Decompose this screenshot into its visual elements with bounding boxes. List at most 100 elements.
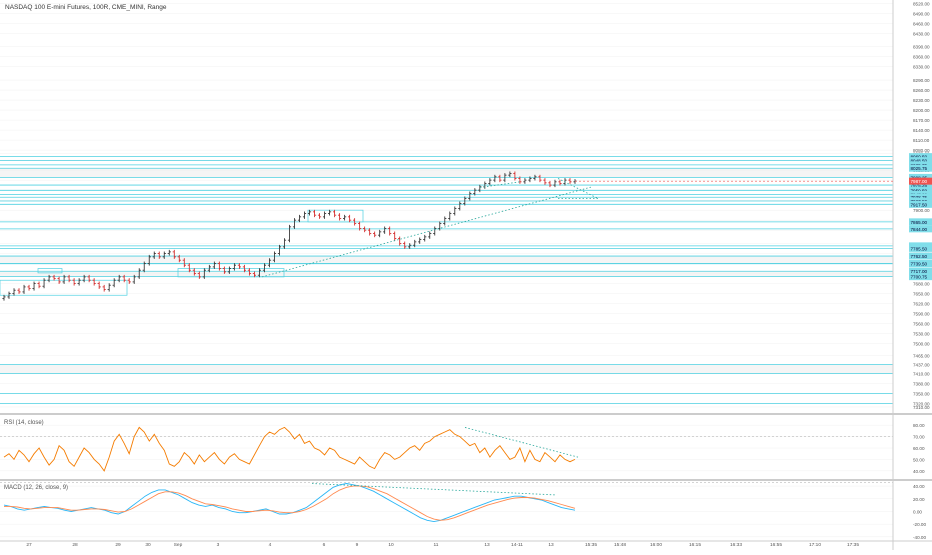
level-label: 7865.00 (911, 220, 928, 225)
x-tick-label: 17:35 (847, 542, 859, 548)
macd-line (3, 483, 576, 523)
x-tick-label: 16:00 (650, 542, 662, 548)
level-label: 7844.00 (911, 227, 928, 232)
price-y-tick-label: 8140.00 (913, 128, 930, 133)
x-tick-label: 17:10 (809, 542, 821, 548)
uptrend-line (261, 186, 593, 278)
x-tick-label: 27 (26, 542, 32, 548)
trendlines-layer (261, 178, 599, 278)
price-y-tick-label: 7530.00 (913, 332, 930, 337)
x-tick-label: 29 (115, 542, 121, 548)
level-label-bg (909, 244, 932, 252)
x-tick-label: 15:48 (614, 542, 626, 548)
price-y-tick-label: 7590.00 (913, 312, 930, 317)
level-label-bg (909, 200, 932, 208)
price-y-tick-label: 8460.00 (913, 21, 930, 26)
x-tick-label: 14-11 (511, 542, 523, 548)
level-label: 8060.50 (911, 155, 928, 160)
price-zone (0, 364, 893, 374)
price-y-tick-label: 8290.00 (913, 78, 930, 83)
level-label: 8025.75 (911, 166, 928, 171)
level-label: 7717.00 (911, 269, 928, 274)
price-zone (0, 271, 893, 277)
price-bars-layer (2, 171, 577, 301)
x-tick-label: 3 (217, 542, 220, 548)
rsi-y-tick-label: 40.00 (913, 469, 925, 474)
price-y-tick-label: 7650.00 (913, 292, 930, 297)
level-label-bg (909, 273, 932, 281)
macd-y-tick-label: 0.00 (913, 509, 922, 514)
last-price-label-bg (909, 177, 932, 185)
level-label-bg (909, 186, 932, 194)
price-labels-layer: 8060.508048.508035.758025.757998.257975.… (575, 153, 932, 281)
x-tick-label: 13 (484, 542, 490, 548)
rsi-title: RSI (14, close) (4, 420, 44, 426)
price-y-tick-label: 7310.00 (913, 405, 930, 410)
level-label: 7975.25 (911, 183, 928, 188)
rsi-layer (3, 426, 579, 472)
price-y-tick-label: 7437.00 (913, 363, 930, 368)
level-label-bg (909, 225, 932, 233)
level-label-bg (909, 164, 932, 172)
level-label-bg (909, 157, 932, 165)
triangle-line (557, 178, 599, 199)
level-label: 7762.50 (911, 254, 928, 259)
rsi-y-tick-label: 80.00 (913, 423, 925, 428)
price-y-tick-label: 8430.00 (913, 31, 930, 36)
price-y-tick-label: 8260.00 (913, 88, 930, 93)
price-y-tick-label: 7350.00 (913, 392, 930, 397)
price-y-tick-label: 8490.00 (913, 11, 930, 16)
level-label: 7785.50 (911, 246, 928, 251)
level-label-bg (909, 181, 932, 189)
last-price-label: 7987.00 (911, 179, 928, 184)
rsi-y-tick-label: 60.00 (913, 446, 925, 451)
x-tick-label: 30 (145, 542, 151, 548)
price-y-tick-label: 8110.00 (913, 138, 930, 143)
x-tick-label: 16:15 (689, 542, 701, 548)
grid-layer (0, 3, 893, 538)
level-label: 7917.50 (911, 202, 928, 207)
rsi-y-tick-label: 50.00 (913, 457, 925, 462)
level-label-bg (909, 252, 932, 260)
macd-y-tick-label: 20.00 (913, 497, 925, 502)
level-label: 8048.50 (911, 159, 928, 164)
signal-line (4, 485, 576, 521)
x-tick-label: 15:35 (585, 542, 597, 548)
x-tick-label: 16:33 (730, 542, 742, 548)
macd-y-tick-label: -20.00 (913, 522, 926, 527)
macd-y-tick-label: 40.00 (913, 484, 925, 489)
price-y-tick-label: 8330.00 (913, 65, 930, 70)
level-label: 7959.50 (911, 188, 928, 193)
x-tick-label: 28 (72, 542, 78, 548)
chart-title: NASDAQ 100 E-mini Futures, 100R, CME_MIN… (5, 4, 167, 11)
x-tick-label: 13 (548, 542, 554, 548)
level-label-bg (909, 260, 932, 268)
macd-title: MACD (12, 26, close, 9) (4, 485, 68, 491)
macd-layer (3, 483, 576, 523)
price-y-tick-label: 8080.00 (913, 148, 930, 153)
price-y-tick-label: 7500.00 (913, 342, 930, 347)
resistance-trend-line (479, 181, 521, 188)
x-tick-label: 11 (434, 542, 439, 548)
level-label: 7739.50 (911, 262, 928, 267)
price-y-tick-label: 8360.00 (913, 55, 930, 60)
level-label: 7700.75 (911, 275, 928, 280)
price-y-tick-label: 8170.00 (913, 118, 930, 123)
consolidation-box (0, 279, 128, 296)
price-y-tick-label: 7465.00 (913, 353, 930, 358)
price-y-tick-label: 8390.00 (913, 45, 930, 50)
price-y-tick-label: 7320.00 (913, 402, 930, 407)
level-label-bg (909, 218, 932, 226)
x-tick-label: 9 (356, 542, 359, 548)
level-label-bg (909, 153, 932, 161)
x-tick-label: 10 (388, 542, 394, 548)
price-y-tick-label: 7410.00 (913, 372, 930, 377)
rsi-y-tick-label: 70.00 (913, 435, 925, 440)
price-y-tick-label: 8230.00 (913, 98, 930, 103)
price-y-tick-label: 7560.00 (913, 322, 930, 327)
price-y-tick-label: 7680.00 (913, 282, 930, 287)
price-zone (0, 256, 893, 264)
x-tick-label: 6 (323, 542, 326, 548)
